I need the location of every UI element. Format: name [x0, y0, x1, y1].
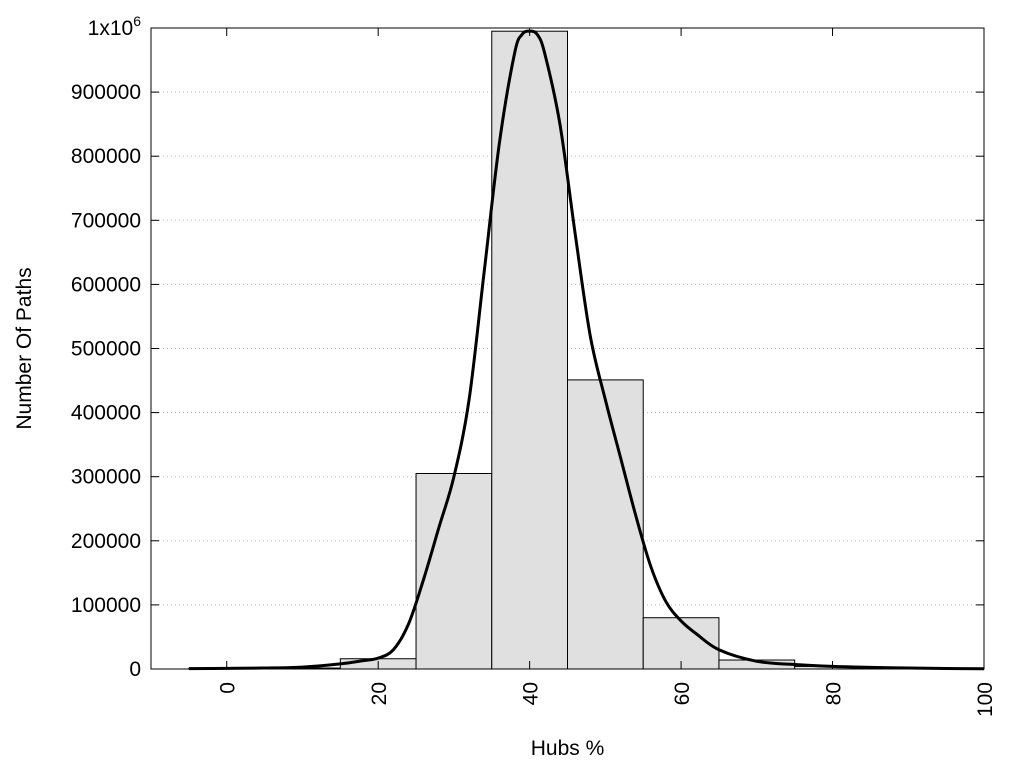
y-tick-label: 800000: [71, 145, 141, 168]
histogram-bars: [188, 30, 985, 670]
x-tick-label: 60: [671, 682, 694, 705]
x-tick-label: 0: [217, 682, 240, 694]
y-tick-label: 900000: [71, 81, 141, 104]
y-tick-label: 200000: [71, 530, 141, 553]
y-axis-ticks: 0 100000 200000 300000 400000 500000 600000 700…: [71, 13, 984, 681]
y-tick-label: 600000: [71, 273, 141, 296]
y-tick-label: 100000: [71, 594, 141, 617]
y-tick-label: 500000: [71, 338, 141, 361]
histogram-bar: [491, 30, 569, 670]
histogram-bar: [415, 472, 493, 670]
x-tick-label: 100: [974, 682, 997, 717]
y-tick-label: 700000: [71, 209, 141, 232]
x-tick-label: 40: [520, 682, 543, 705]
y-tick-label: 400000: [71, 402, 141, 425]
x-tick-label: 80: [823, 682, 846, 705]
x-axis-label: Hubs %: [531, 737, 605, 760]
fit-curve-layer: [188, 29, 985, 671]
fit-curve: [188, 29, 985, 671]
histogram-bar: [567, 379, 644, 670]
y-tick-label: 0: [129, 658, 141, 681]
y-axis-label: Number Of Paths: [13, 267, 36, 429]
y-tick-label-top: 1x106: [88, 13, 142, 40]
x-tick-label: 20: [368, 682, 391, 705]
y-tick-label: 300000: [71, 466, 141, 489]
x-axis-ticks: 0 20 40 60 80 100: [217, 28, 997, 717]
